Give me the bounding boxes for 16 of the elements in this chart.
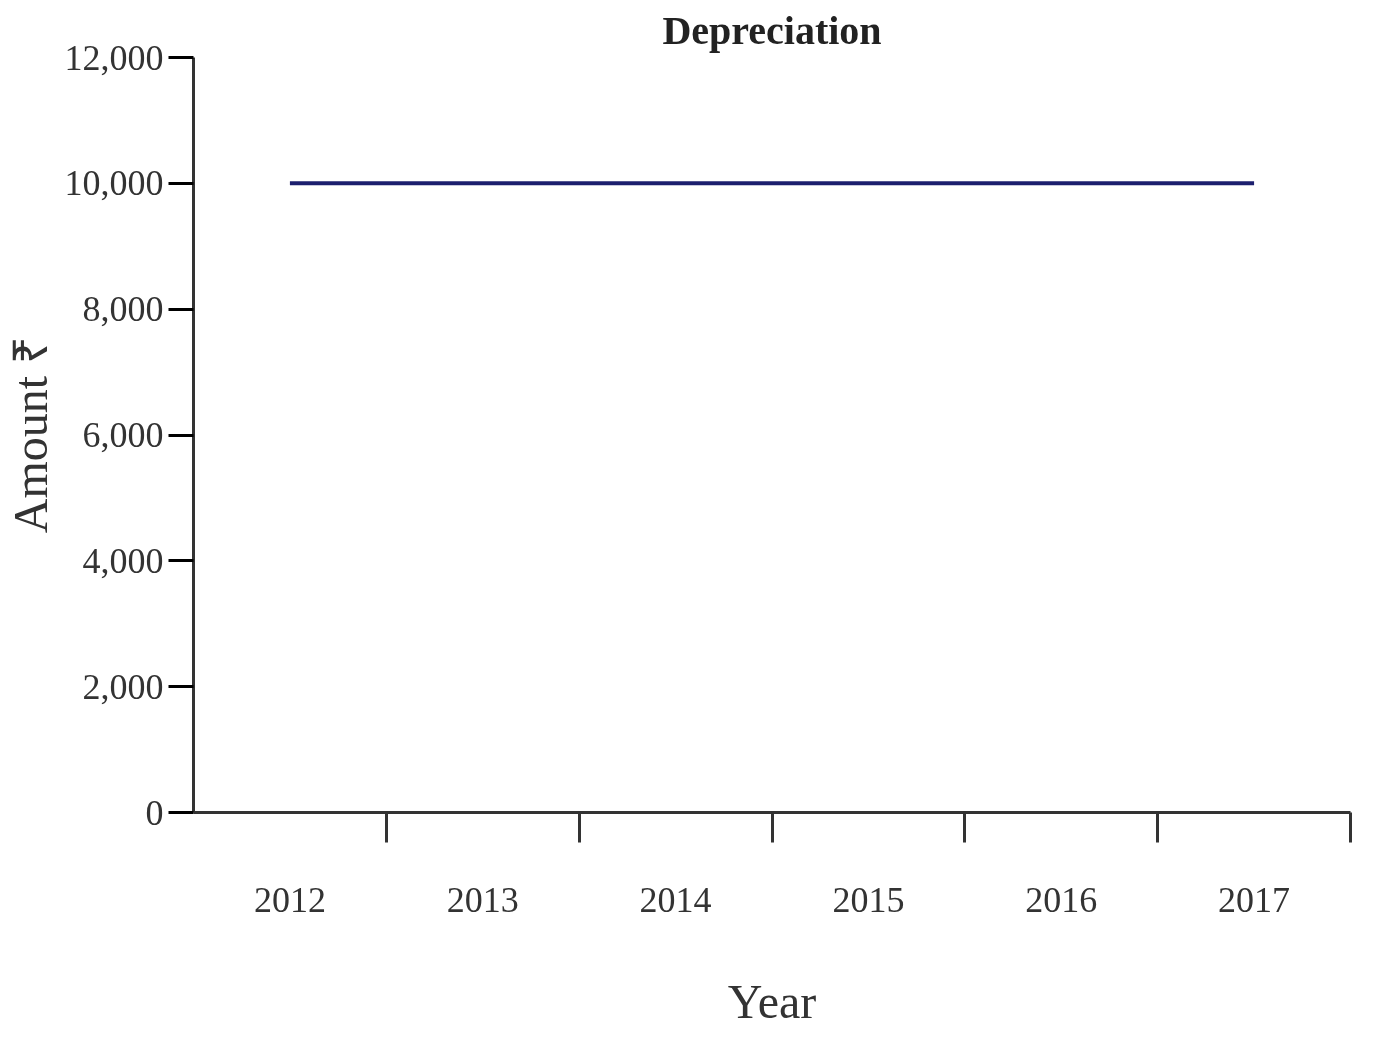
x-tick-label: 2017 <box>1218 879 1291 920</box>
x-tick-label: 2015 <box>832 879 905 920</box>
x-tick-label: 2014 <box>639 879 712 920</box>
x-tick-label: 2012 <box>253 879 326 920</box>
y-axis-title: Amount ₹ <box>3 336 57 534</box>
y-tick-label: 8,000 <box>82 289 164 330</box>
x-tick-label: 2016 <box>1025 879 1098 920</box>
y-tick-label: 12,000 <box>64 37 164 78</box>
y-tick-label: 6,000 <box>82 415 164 455</box>
x-axis-title: Year <box>727 974 817 1028</box>
y-tick-label: 10,000 <box>64 163 164 204</box>
y-tick-label: 4,000 <box>82 540 164 581</box>
chart-title: Depreciation <box>662 7 882 53</box>
x-tick-label: 2013 <box>446 879 519 920</box>
y-tick-label: 0 <box>145 792 164 833</box>
y-tick-label: 2,000 <box>82 666 164 707</box>
